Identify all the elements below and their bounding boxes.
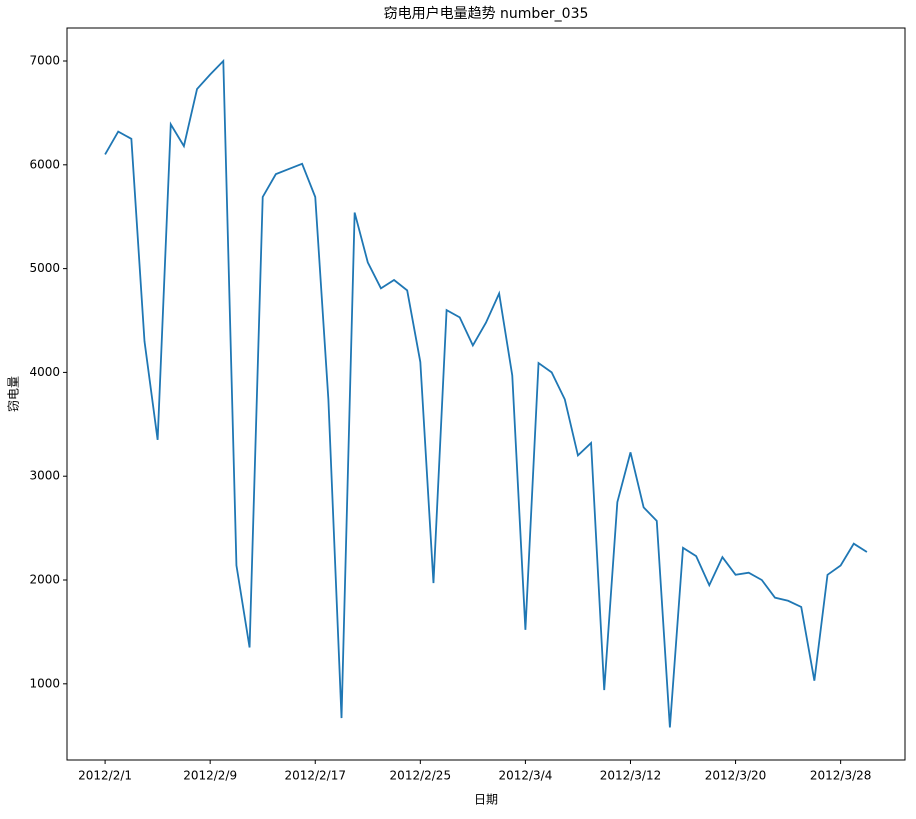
y-tick-label: 1000 — [29, 676, 60, 690]
x-tick-label: 2012/2/9 — [183, 769, 237, 783]
x-tick-label: 2012/3/12 — [600, 769, 662, 783]
x-tick-label: 2012/2/17 — [284, 769, 346, 783]
x-tick-label: 2012/2/1 — [78, 769, 132, 783]
y-tick-label: 3000 — [29, 469, 60, 483]
x-tick-label: 2012/3/4 — [498, 769, 552, 783]
y-axis-label: 窃电量 — [6, 376, 21, 412]
data-line — [104, 58, 868, 728]
x-axis-label: 日期 — [474, 793, 498, 807]
x-tick-label: 2012/3/20 — [705, 769, 767, 783]
chart-title: 窃电用户电量趋势 number_035 — [384, 5, 589, 22]
y-tick-label: 6000 — [29, 157, 60, 171]
x-tick-label: 2012/3/28 — [810, 769, 872, 783]
x-tick-label: 2012/2/25 — [390, 769, 452, 783]
y-tick-label: 5000 — [29, 261, 60, 275]
plot-frame — [66, 27, 906, 761]
y-tick-label: 2000 — [29, 573, 60, 587]
y-tick-label: 4000 — [29, 365, 60, 379]
y-tick-label: 7000 — [29, 54, 60, 68]
